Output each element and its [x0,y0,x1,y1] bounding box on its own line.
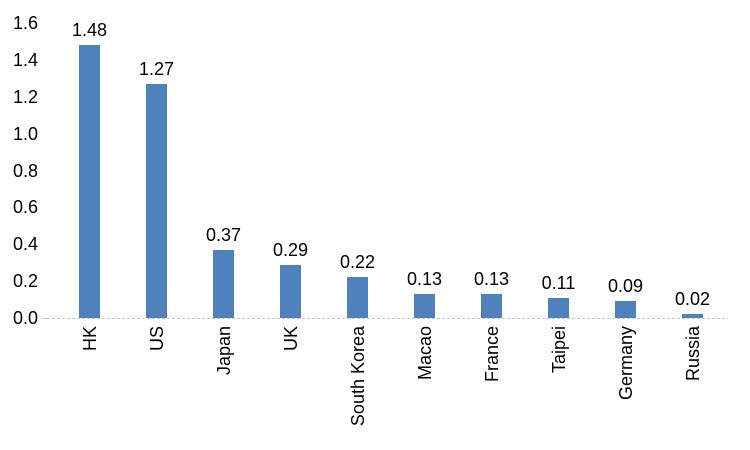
category-label: HK [79,326,100,352]
data-label: 0.11 [541,273,576,293]
y-axis-tick-label: 0.0 [12,308,38,328]
y-axis-tick-label: 0.4 [12,234,38,255]
data-label: 0.22 [339,252,376,272]
bar-uk [280,265,301,318]
data-label: 1.48 [71,20,108,40]
data-label: 0.09 [607,276,644,296]
category-label: Germany [615,326,636,401]
y-axis-tick-label: 1.0 [12,123,38,144]
bar-us [146,84,167,318]
data-label: 0.13 [473,269,510,289]
category-label: Macao [414,326,435,381]
data-label: 0.37 [205,225,242,245]
category-label: South Korea [347,326,368,427]
category-label: Taipei [548,326,569,374]
bar-hk [79,45,100,318]
data-label: 0.29 [272,240,309,260]
bar-france [481,294,502,318]
data-label: 0.13 [406,269,443,289]
category-label: US [146,326,167,352]
y-axis-tick-label: 0.8 [12,160,38,181]
data-label: 1.27 [138,59,175,79]
bar-south-korea [347,277,368,318]
category-label: Japan [213,326,234,376]
bar-russia [682,314,703,318]
x-axis-line [47,318,728,319]
y-axis-tick-label: 1.2 [12,86,38,107]
y-axis-tick-label: 1.4 [12,49,38,70]
category-label: Russia [682,326,703,382]
x-axis-tick-mark [41,318,47,319]
bar-macao [414,294,435,318]
bar-germany [615,301,636,318]
y-axis-tick-label: 0.6 [12,197,38,218]
y-axis-tick-label: 0.2 [12,271,38,292]
bar-japan [213,250,234,318]
bar-taipei [548,298,569,318]
category-label: France [481,326,502,383]
category-label: UK [280,326,301,352]
data-label: 0.02 [674,289,711,309]
y-axis-tick-label: 1.6 [12,13,38,33]
